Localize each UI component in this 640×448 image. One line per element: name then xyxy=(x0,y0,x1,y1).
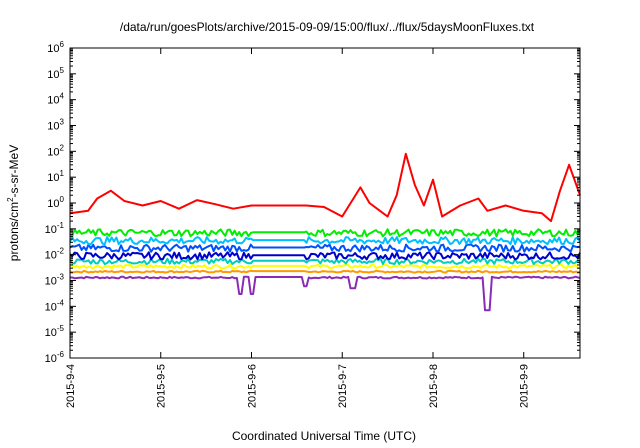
y-tick-exponent: -5 xyxy=(57,324,65,333)
y-tick-label: 101 xyxy=(47,169,64,184)
y-ticks: 10-610-510-410-310-210-11001011021031041… xyxy=(45,40,580,365)
series-line xyxy=(69,275,581,312)
y-tick-label: 105 xyxy=(47,66,64,81)
chart-title: /data/run/goesPlots/archive/2015-09-09/1… xyxy=(120,20,535,34)
series-line xyxy=(69,152,581,223)
y-axis-label-sup: 2 xyxy=(6,197,15,202)
y-tick-label: 100 xyxy=(47,195,64,210)
y-tick-label: 10-1 xyxy=(45,221,65,236)
plot-frame xyxy=(69,47,581,359)
y-tick-exponent: -2 xyxy=(57,247,65,256)
y-tick-label: 10-5 xyxy=(45,324,65,339)
series-line xyxy=(69,263,581,270)
series-line xyxy=(69,243,581,253)
y-tick-exponent: -1 xyxy=(57,221,65,230)
y-tick-label: 106 xyxy=(47,40,64,55)
y-axis-label-base: protons/cm xyxy=(7,202,21,261)
series-line xyxy=(69,251,581,261)
x-tick-label: 2015-9-4 xyxy=(65,364,77,408)
y-tick-exponent: 5 xyxy=(60,66,65,75)
series-line xyxy=(69,236,581,246)
x-axis-label: Coordinated Universal Time (UTC) xyxy=(232,429,416,443)
series-line xyxy=(69,257,581,266)
x-tick-label: 2015-9-6 xyxy=(246,364,258,408)
y-tick-label: 10-6 xyxy=(45,350,65,365)
y-tick-label: 10-2 xyxy=(45,247,65,262)
x-ticks: 2015-9-4 2015-9-5 2015-9-6 2015-9-7 2015-9-8… xyxy=(65,48,531,408)
y-tick-label: 10-4 xyxy=(45,298,65,313)
y-tick-exponent: -6 xyxy=(57,350,65,359)
y-tick-exponent: 0 xyxy=(60,195,65,204)
series-line xyxy=(69,269,581,274)
y-tick-exponent: -3 xyxy=(57,273,65,282)
y-tick-exponent: 2 xyxy=(60,143,65,152)
y-axis-label: protons/cm2-s-sr-MeV xyxy=(6,145,21,261)
y-tick-exponent: 6 xyxy=(60,40,65,49)
y-tick-label: 10-3 xyxy=(45,273,65,288)
x-tick-label: 2015-9-5 xyxy=(156,364,168,408)
series-layer xyxy=(69,152,581,312)
y-axis-label-rest: -s-sr-MeV xyxy=(7,145,21,198)
x-tick-label: 2015-9-7 xyxy=(337,364,349,408)
y-tick-label: 102 xyxy=(47,143,64,158)
series-line xyxy=(69,228,581,238)
y-tick-exponent: 3 xyxy=(60,118,65,127)
x-tick-label: 2015-9-9 xyxy=(519,364,531,408)
y-tick-label: 103 xyxy=(47,118,64,133)
y-tick-exponent: 4 xyxy=(60,92,65,101)
y-tick-exponent: -4 xyxy=(57,298,65,307)
x-tick-label: 2015-9-8 xyxy=(428,364,440,408)
y-tick-label: 104 xyxy=(47,92,64,107)
y-tick-exponent: 1 xyxy=(60,169,65,178)
